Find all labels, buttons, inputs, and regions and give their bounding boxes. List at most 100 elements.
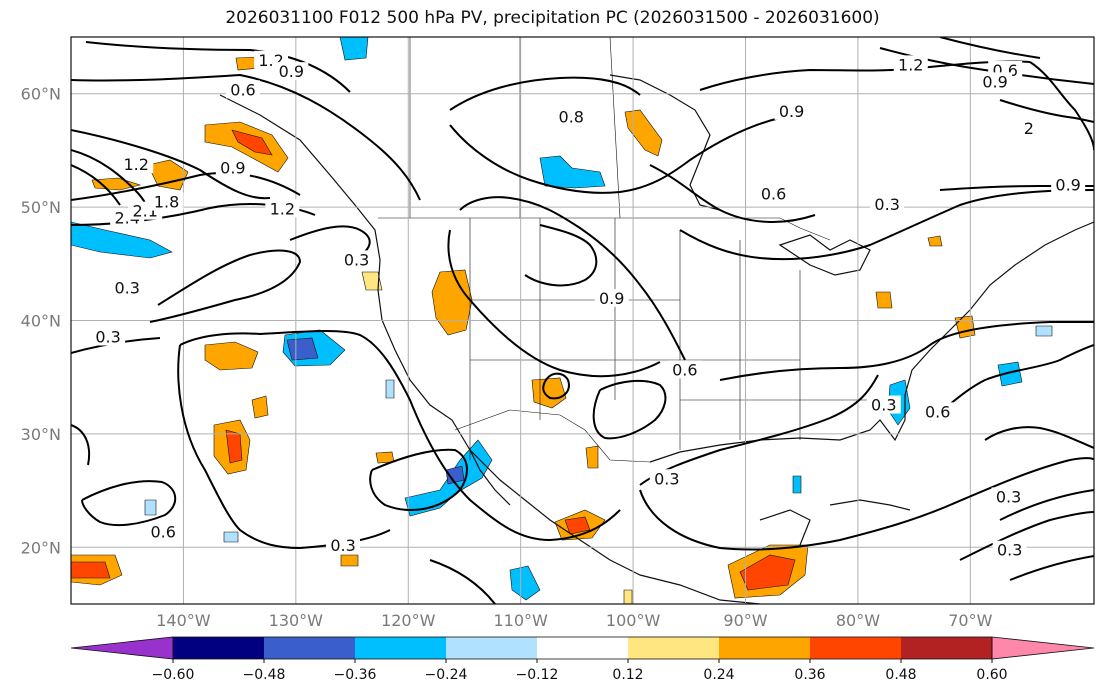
lat-tick-label: 60°N — [21, 85, 61, 104]
shade-negative-baja-core — [445, 465, 465, 485]
pv-contour-7 — [149, 249, 302, 323]
pv-contour-27 — [939, 185, 1094, 191]
shade-positive-hudson — [624, 109, 663, 157]
shade-positive-new-england — [875, 291, 893, 309]
pv-contour-30 — [719, 321, 1094, 381]
shade-positive-central-america-core — [739, 554, 796, 591]
shade-positive-pacific-1 — [204, 341, 259, 371]
contour-label-bg — [265, 199, 300, 218]
contour-label-bg — [326, 536, 361, 555]
shade-positive-gulf-alaska — [147, 159, 189, 191]
colorbar-tick-label: 0.36 — [794, 667, 825, 683]
pv-contour-22 — [699, 60, 1031, 91]
pv-contour-6 — [289, 225, 371, 259]
border-provinces — [409, 37, 621, 219]
shade-positive-pacific-2-core — [225, 429, 243, 464]
lat-axis-labels: 20°N 30°N 40°N 50°N 60°N — [21, 85, 61, 558]
pv-contour-39 — [71, 164, 121, 206]
shade-positive-texas — [531, 377, 567, 409]
shade-negative-pacific-core — [286, 337, 319, 361]
colorbar-segment — [355, 637, 446, 659]
shade-positive-small-5 — [927, 235, 943, 247]
coast-yucatan — [759, 509, 811, 546]
colorbar-tick-label: −0.24 — [425, 667, 468, 683]
contour-label: 0.3 — [344, 250, 369, 269]
contour-label-bg — [756, 184, 791, 203]
contour-label: 1.2 — [898, 55, 923, 74]
coast-great-lakes — [778, 234, 871, 276]
contour-label: 0.3 — [996, 487, 1021, 506]
shade-negative-mexico-coast — [509, 565, 541, 601]
contour-label: 0.6 — [672, 360, 697, 379]
shade-positive-pacific-3 — [251, 395, 269, 419]
pv-contour-32 — [984, 426, 1094, 449]
contour-label-bg — [667, 360, 702, 379]
coast-gulf-california — [469, 449, 511, 506]
colorbar-extend-low — [70, 636, 174, 660]
coast-pacific — [219, 94, 761, 604]
contour-label: 0.3 — [95, 328, 120, 347]
contour-label-bg — [339, 250, 374, 269]
pv-contour-25 — [939, 37, 1041, 59]
contour-label-bg — [866, 395, 901, 414]
pv-contour-20 — [649, 164, 816, 223]
pv-contour-2 — [71, 73, 421, 201]
contour-label-bg — [1051, 175, 1086, 194]
contour-label-bg — [110, 278, 145, 297]
colorbar-segment — [173, 637, 264, 659]
pv-contour-19 — [449, 117, 781, 194]
pv-contour-3 — [71, 129, 271, 200]
pv-contour-29 — [639, 457, 1094, 551]
pv-contour-labels: 1.2 0.9 0.6 1.2 0.9 1.2 0.3 0.3 0.3 0.6 0.3 0.8 0.9 0… — [91, 50, 1086, 560]
colorbar-segment — [810, 637, 901, 659]
lon-tick-label: 120°W — [381, 611, 436, 630]
lon-tick-label: 130°W — [269, 611, 324, 630]
pv-contour-37 — [542, 372, 570, 400]
lon-tick-label: 70°W — [948, 611, 992, 630]
pv-contour-4 — [71, 171, 301, 201]
colorbar-segment — [719, 637, 810, 659]
contour-label: 0.3 — [874, 195, 899, 214]
colorbar-frame — [172, 636, 993, 660]
contour-label-bg — [594, 288, 629, 307]
shade-positive-far-west-core — [71, 561, 111, 579]
pv-contour-15 — [447, 229, 661, 378]
contour-label: 1.2 — [123, 155, 148, 174]
colorbar-tick-label: 0.24 — [703, 667, 734, 683]
colorbar-segment — [264, 637, 355, 659]
contour-label: 0.9 — [599, 289, 624, 308]
contour-label: 0.6 — [925, 402, 950, 421]
colorbar-segment — [446, 637, 537, 659]
contour-label: 2 — [1024, 119, 1034, 138]
contour-label-bg — [920, 402, 955, 421]
lon-tick-label: 90°W — [723, 611, 767, 630]
contour-label: 1.8 — [154, 193, 179, 212]
colorbar-extend-high — [991, 636, 1095, 660]
contour-label-bg — [991, 487, 1026, 506]
pv-contour-35 — [1009, 555, 1094, 581]
contour-label-bg — [274, 62, 309, 81]
contour-label: 0.3 — [997, 541, 1022, 560]
pv-contour-17 — [592, 379, 667, 440]
coast-gulf-florida — [649, 221, 1094, 463]
lon-axis-labels: 140°W 130°W 120°W 110°W 100°W 90°W 80°W 70°W — [156, 611, 992, 630]
contour-label-bg — [91, 327, 126, 346]
contour-label: 0.3 — [330, 536, 355, 555]
colorbar: −0.60 −0.48 −0.36 −0.24 −0.12 0.12 0.24 0.36 0.4… — [70, 636, 1095, 683]
colorbar-tick-label: 0.48 — [885, 667, 916, 683]
lat-tick-label: 30°N — [21, 425, 61, 444]
colorbar-tick-label: −0.60 — [152, 667, 195, 683]
pv-contour-11 — [71, 424, 90, 466]
contour-label-bg — [649, 469, 684, 488]
shade-positive-small-7 — [361, 271, 383, 291]
shade-negative-small-4 — [223, 531, 239, 543]
contour-label-bg — [146, 522, 181, 541]
pv-contour-9 — [179, 330, 621, 542]
lat-tick-label: 50°N — [21, 198, 61, 217]
colorbar-segment — [537, 637, 628, 659]
colorbar-tick-label: −0.36 — [334, 667, 377, 683]
contour-label: 0.3 — [654, 469, 679, 488]
coast-cuba — [829, 499, 911, 511]
shade-positive-intermountain — [431, 269, 473, 336]
contour-label: 0.6 — [230, 80, 255, 99]
